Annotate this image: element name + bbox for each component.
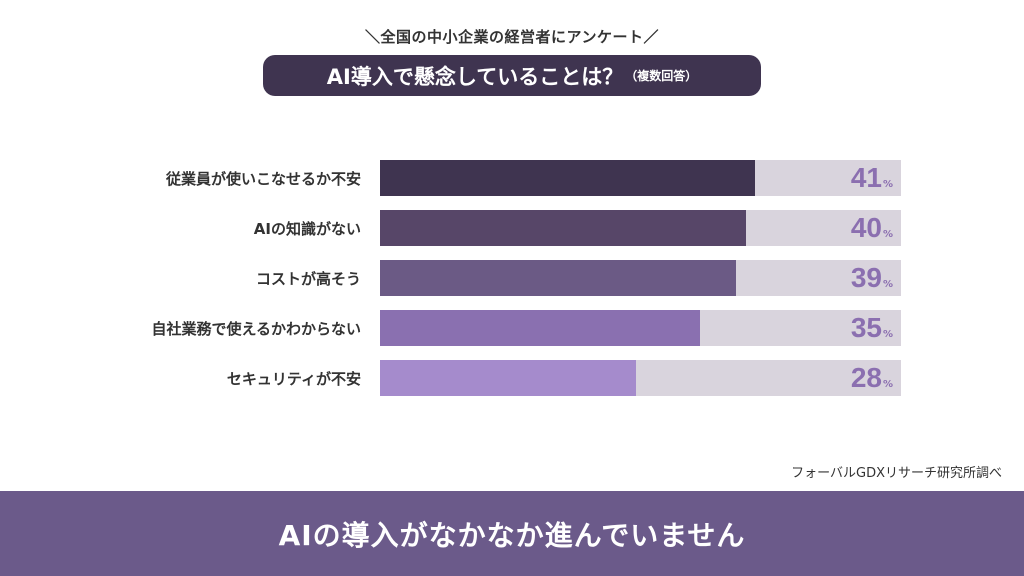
value-number: 35 — [850, 312, 882, 343]
source-note: フォーバルGDXリサーチ研究所調べ — [791, 466, 1002, 481]
bar — [380, 310, 700, 346]
category-label: セキュリティが不安 — [226, 370, 361, 388]
value-label: 28% — [851, 360, 893, 396]
value-number: 40 — [850, 212, 882, 243]
category-label: AIの知識がない — [253, 220, 361, 238]
value-label: 40% — [851, 210, 893, 246]
value-unit: % — [882, 228, 893, 240]
value-label: 41% — [851, 160, 893, 196]
value-unit: % — [882, 328, 893, 340]
category-label: 従業員が使いこなせるか不安 — [165, 170, 361, 188]
bar-track: 28% — [380, 360, 901, 396]
survey-label: ＼全国の中小企業の経営者にアンケート／ — [365, 28, 659, 46]
banner-text: AIの導入がなかなか進んでいません — [278, 518, 746, 552]
value-number: 28 — [850, 362, 882, 393]
bar-track: 41% — [380, 160, 901, 196]
bar — [380, 260, 737, 296]
bar-track: 35% — [380, 310, 901, 346]
category-label: コストが高そう — [255, 270, 361, 288]
bar — [380, 360, 636, 396]
chart-title-note: （複数回答） — [625, 69, 698, 83]
value-label: 39% — [851, 260, 893, 296]
value-number: 41 — [850, 162, 882, 193]
value-unit: % — [882, 378, 893, 390]
chart-title-text: AI導入で懸念していることは？ — [326, 64, 624, 89]
bar — [380, 160, 755, 196]
value-unit: % — [882, 278, 893, 290]
bar — [380, 210, 746, 246]
bar-track: 39% — [380, 260, 901, 296]
bar-track: 40% — [380, 210, 901, 246]
value-number: 39 — [850, 262, 882, 293]
category-label: 自社業務で使えるかわからない — [151, 320, 361, 338]
value-label: 35% — [851, 310, 893, 346]
bottom-banner: AIの導入がなかなか進んでいません — [0, 491, 1024, 576]
value-unit: % — [882, 178, 893, 190]
chart-title: AI導入で懸念していることは？ （複数回答） — [263, 55, 761, 96]
